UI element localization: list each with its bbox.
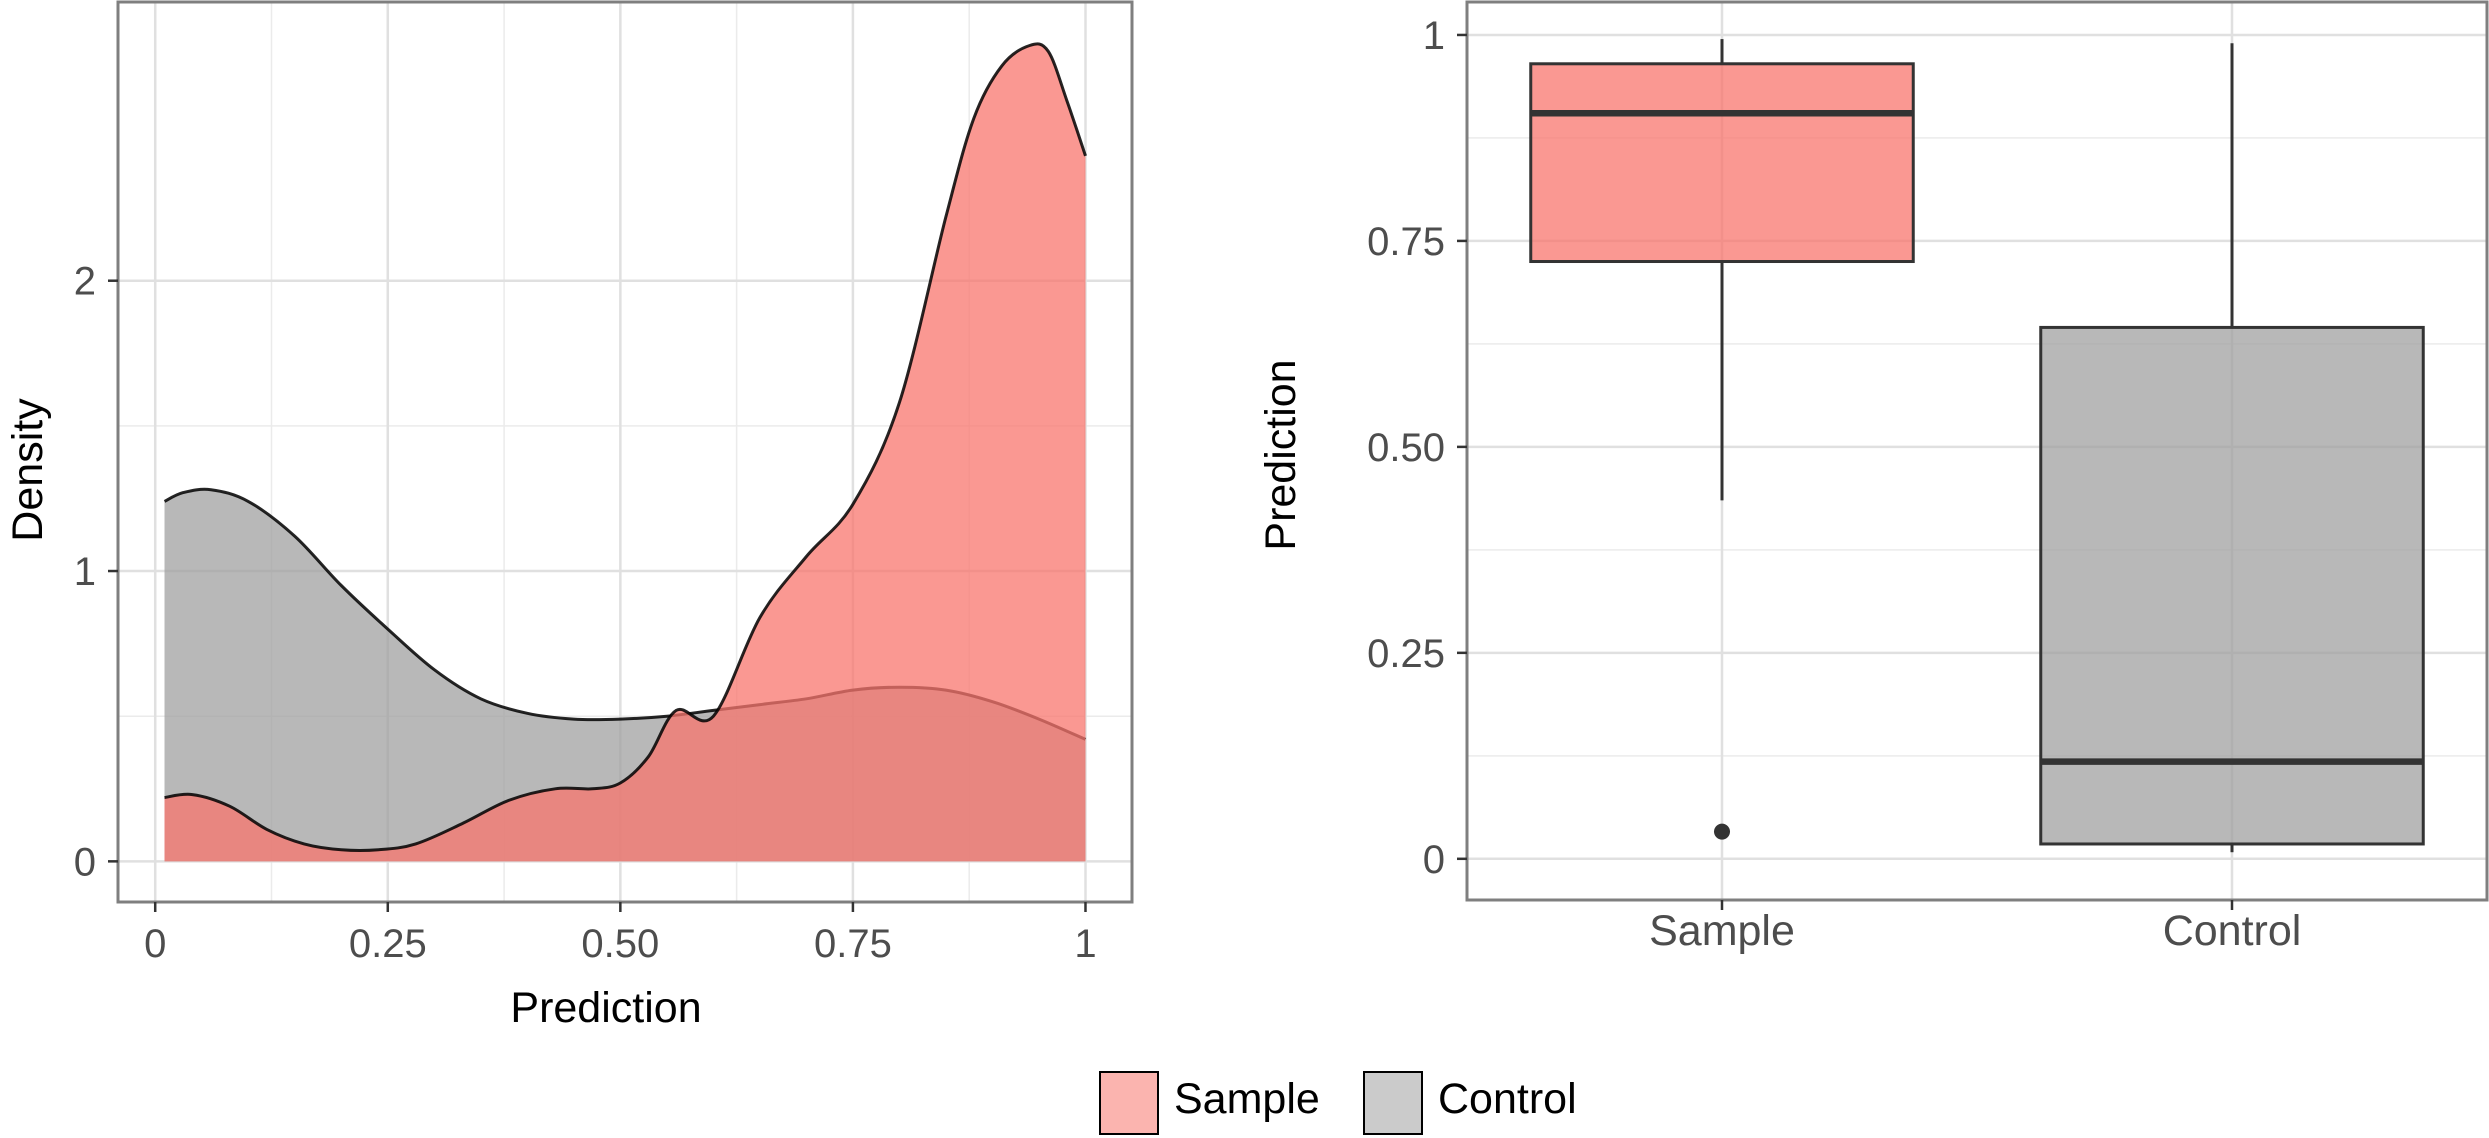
box-axis-ticks: 0 0.25 0.50 0.75 1 Sample Control — [1367, 14, 2301, 955]
legend: Sample Control — [1099, 1071, 1577, 1135]
density-y-tick-label: 1 — [74, 550, 96, 594]
legend-label-control: Control — [1438, 1075, 1577, 1123]
box-x-tick-label: Sample — [1649, 907, 1795, 955]
density-area-sample — [164, 43, 1086, 862]
density-x-axis-title: Prediction — [510, 984, 701, 1032]
density-y-tick-label: 2 — [74, 260, 96, 304]
box-y-tick-label: 1 — [1423, 14, 1445, 58]
density-x-tick-label: 1 — [1074, 922, 1096, 966]
density-areas — [163, 42, 1087, 862]
density-panel: 0 0.25 0.50 0.75 1 0 1 2 Prediction Density — [4, 0, 1134, 1032]
box-marks — [1529, 39, 2425, 853]
box-iqr-control — [2039, 325, 2425, 846]
box-y-tick-label: 0.25 — [1367, 632, 1445, 676]
legend-key-control — [1363, 1071, 1423, 1135]
box-iqr-sample — [1529, 62, 1915, 264]
box-outlier-sample — [1714, 823, 1730, 840]
box-y-tick-label: 0 — [1423, 838, 1445, 882]
box-y-axis-title: Prediction — [1257, 359, 1305, 550]
legend-label-sample: Sample — [1174, 1075, 1320, 1123]
density-y-tick-label: 0 — [74, 840, 96, 884]
density-axis-ticks: 0 0.25 0.50 0.75 1 0 1 2 — [74, 260, 1097, 966]
box-y-tick-label: 0.50 — [1367, 426, 1445, 470]
density-panel-border — [116, 0, 1134, 904]
density-x-tick-label: 0 — [144, 922, 166, 966]
density-x-tick-label: 0.25 — [349, 922, 427, 966]
box-panel-border — [1465, 0, 2489, 902]
box-y-tick-label: 0.75 — [1367, 220, 1445, 264]
density-x-tick-label: 0.50 — [581, 922, 659, 966]
box-panel: 0 0.25 0.50 0.75 1 Sample Control Prediction — [1257, 0, 2489, 955]
density-x-tick-label: 0.75 — [814, 922, 892, 966]
density-line-sample — [164, 42, 1087, 852]
density-y-axis-title: Density — [4, 398, 52, 542]
legend-key-sample — [1099, 1071, 1159, 1135]
box-x-tick-label: Control — [2163, 907, 2302, 955]
